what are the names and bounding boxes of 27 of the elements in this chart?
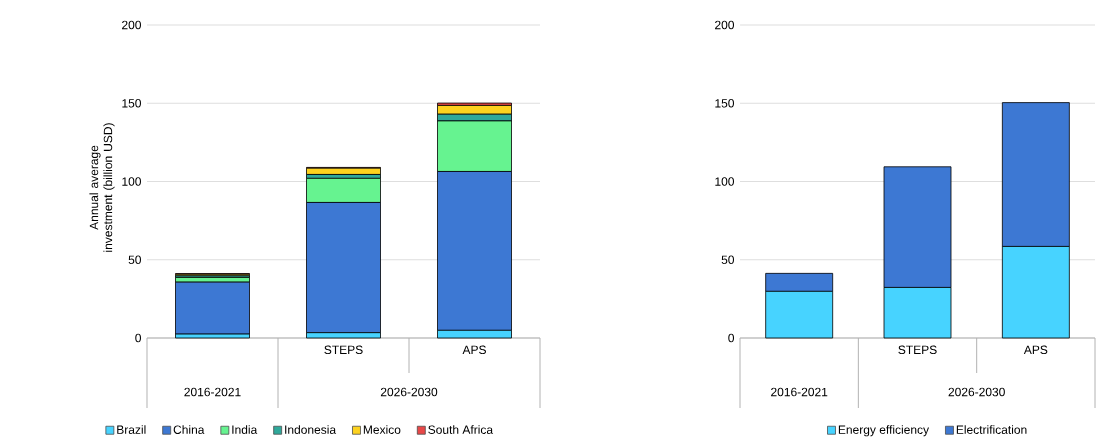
y-tick-label: 0 (135, 333, 142, 343)
y-tick-label: 100 (122, 177, 141, 186)
y-tick-label: 0 (728, 333, 735, 343)
text: 2016-2021 (771, 387, 828, 397)
legend-label: Indonesia (285, 425, 337, 434)
legend-label: Electrification (956, 425, 1027, 434)
legend-label: Energy efficiency (838, 425, 930, 437)
text: 2016-2021 (184, 387, 241, 397)
legend-label: Brazil (117, 425, 146, 434)
x-tick-label: APS (1023, 345, 1048, 355)
text: 2026-2030 (948, 387, 1005, 397)
y-axis-title: Annual average investment (billion USD) (89, 123, 115, 252)
x-tick-label: APS (462, 345, 486, 355)
legend-label: China (173, 425, 205, 434)
y-tick-label: 200 (122, 20, 141, 30)
y-tick-label: 50 (128, 255, 141, 264)
x-tick-label: STEPS (898, 345, 937, 355)
y-tick-label: 50 (721, 255, 735, 264)
x-tick-label: STEPS (324, 345, 363, 355)
y-tick-label: 200 (715, 20, 735, 30)
legend-label: Mexico (363, 425, 401, 434)
legend-label: India (232, 425, 258, 434)
y-tick-label: 150 (122, 99, 141, 108)
y-tick-label: 100 (715, 177, 735, 186)
y-tick-label: 150 (715, 99, 735, 108)
text: 2026-2030 (380, 387, 438, 397)
legend-label: South Africa (428, 425, 494, 434)
